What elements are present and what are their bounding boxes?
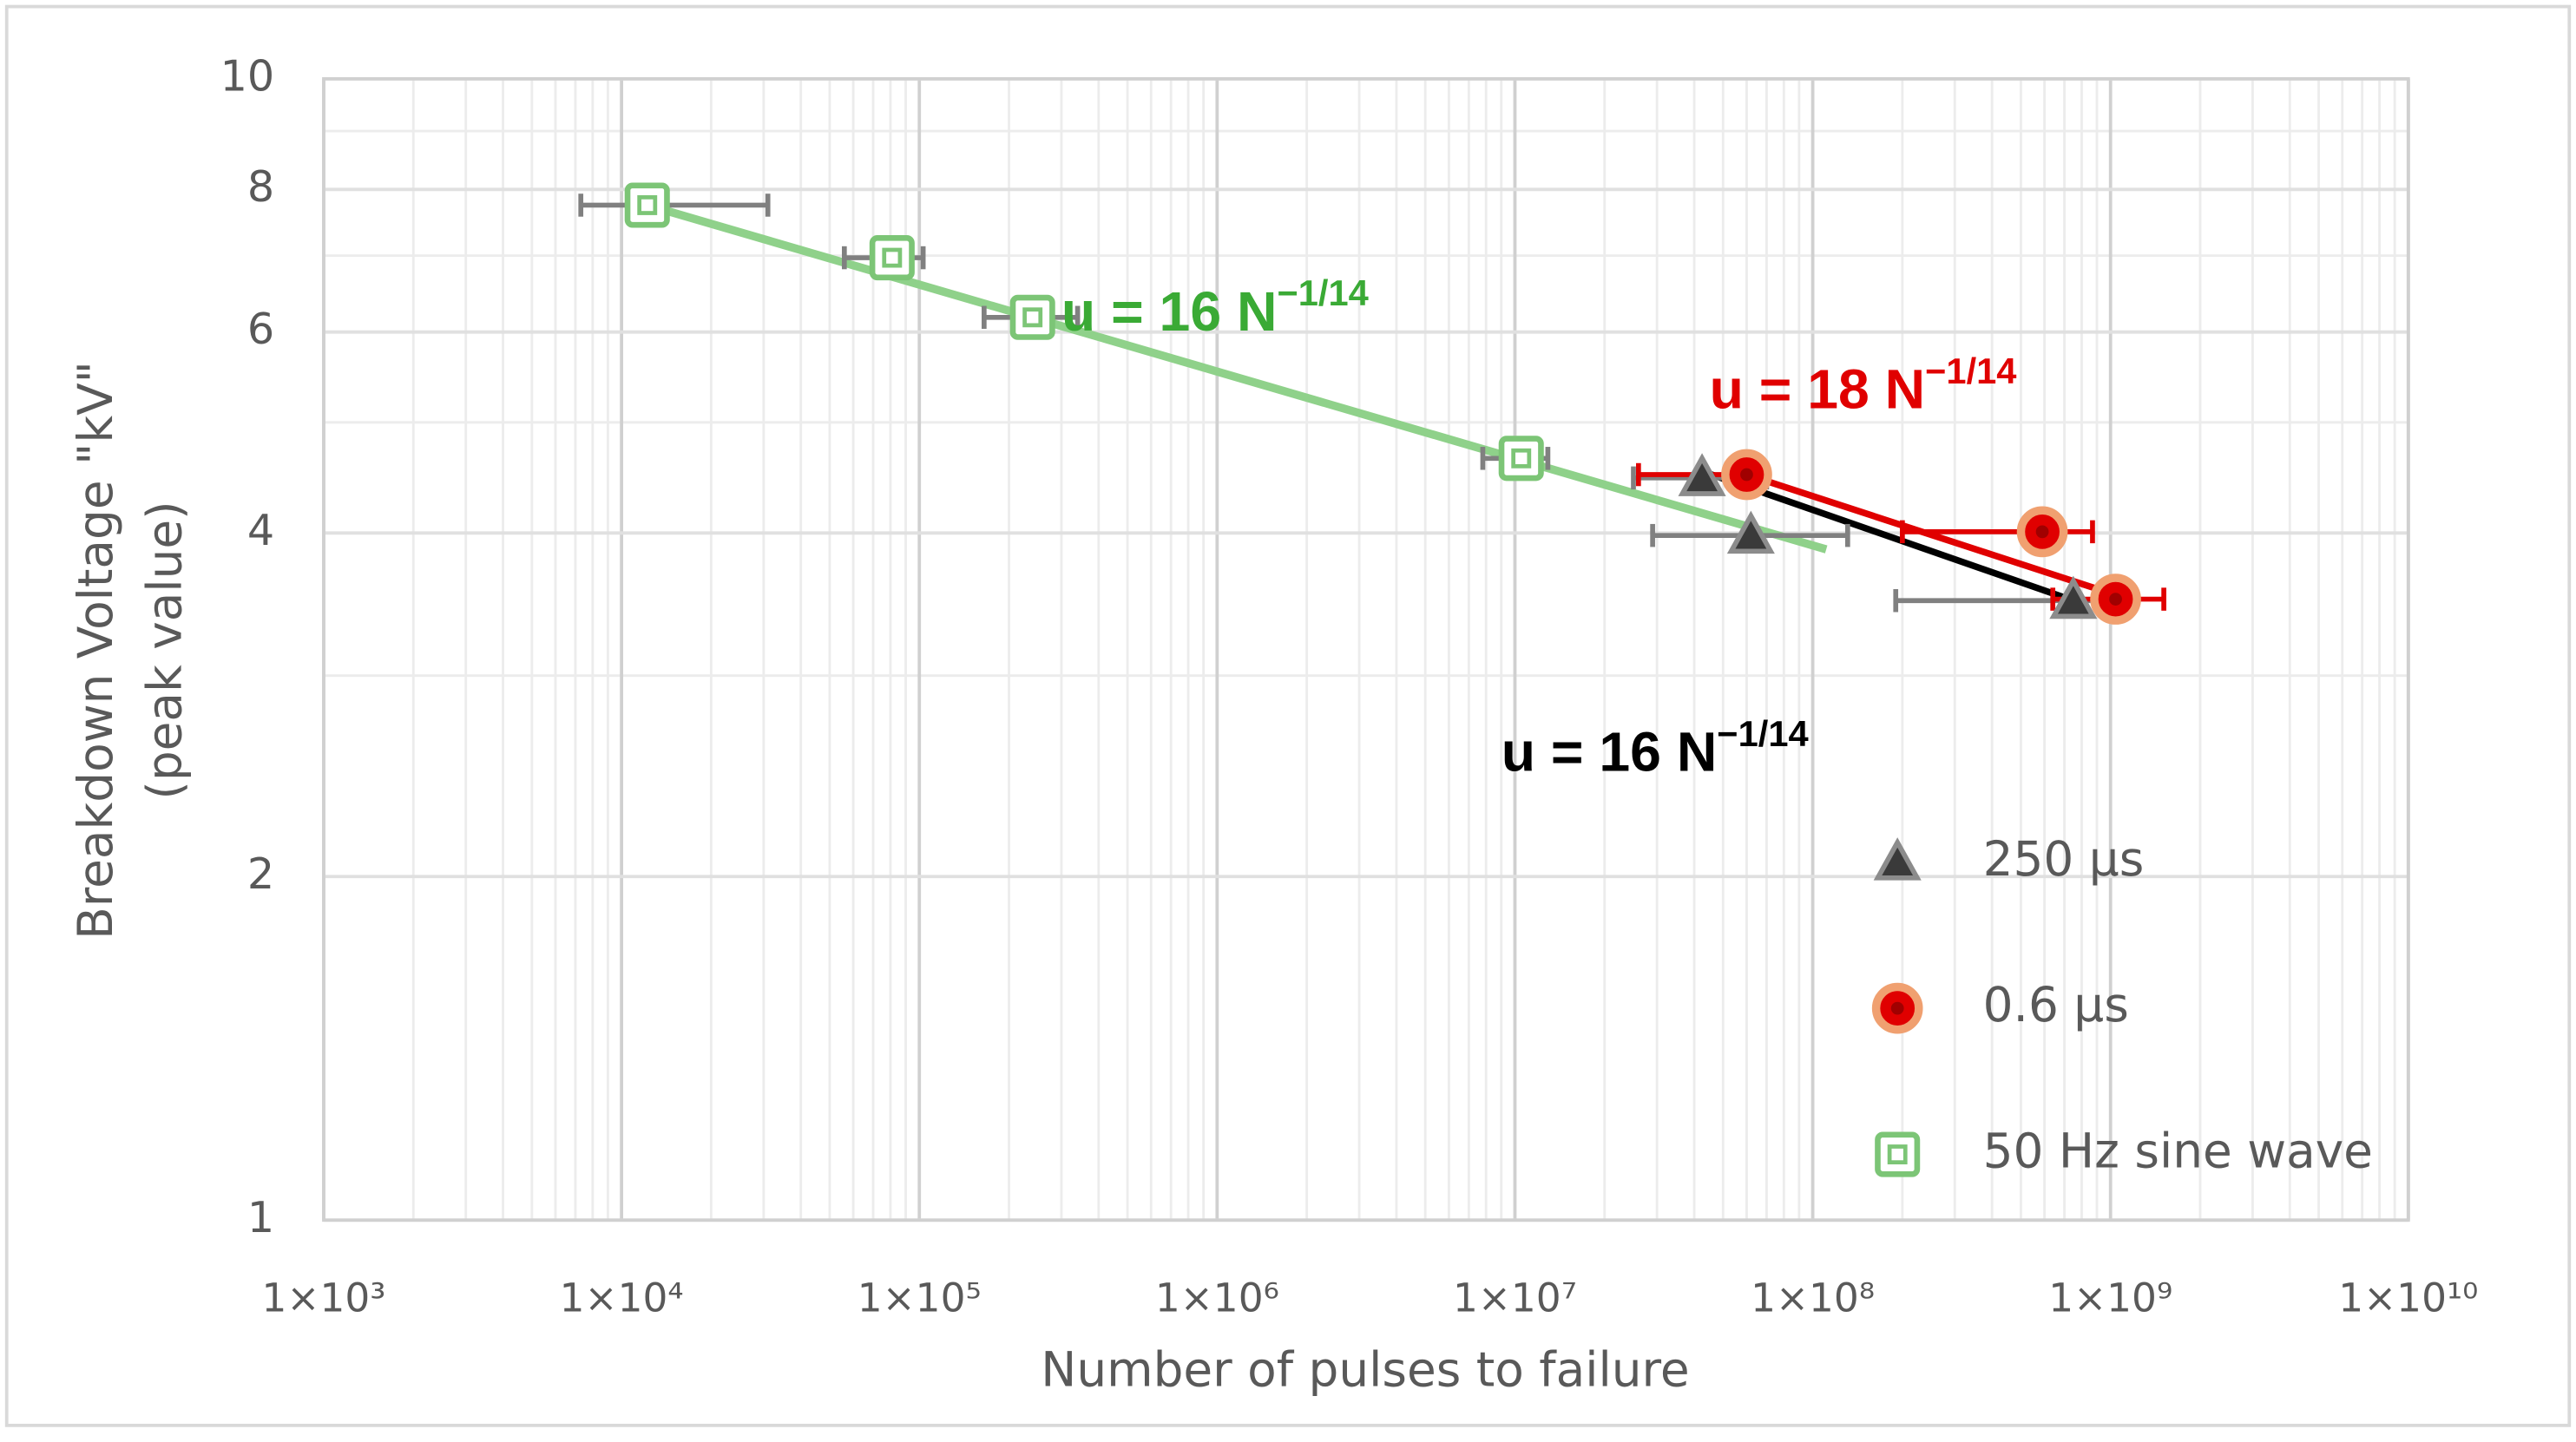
marker — [1871, 982, 1923, 1034]
x-tick-label: 1×10¹⁰ — [2338, 1275, 2478, 1321]
x-tick-label: 1×10⁸ — [1751, 1275, 1875, 1321]
grid — [322, 76, 2410, 1222]
marker — [1498, 436, 1544, 482]
marker-inner — [1511, 448, 1532, 469]
legend-label: 50 Hz sine wave — [1983, 1124, 2373, 1179]
y-axis-title: Breakdown Voltage "kV" — [68, 361, 123, 940]
marker — [1875, 1131, 1921, 1177]
fit-label: u = 18 N−1/14 — [1710, 351, 2017, 421]
legend-label: 0.6 µs — [1983, 977, 2129, 1032]
marker-square — [624, 182, 670, 228]
y-tick-label: 6 — [247, 304, 274, 354]
x-tick-label: 1×10⁴ — [560, 1275, 684, 1321]
marker-dot — [2109, 593, 2122, 606]
chart-border — [4, 4, 2572, 1427]
x-tick-label: 1×10⁵ — [858, 1275, 982, 1321]
y-tick-label: 1 — [247, 1192, 274, 1242]
fit-label-text: u = 18 N — [1710, 358, 1926, 421]
x-tick-label: 1×10⁶ — [1155, 1275, 1279, 1321]
marker — [869, 235, 915, 281]
marker-inner — [637, 195, 658, 215]
marker-square — [1009, 294, 1055, 340]
marker-square — [869, 235, 915, 281]
x-tick-label: 1×10³ — [262, 1275, 386, 1321]
y-axis-title: (peak value) — [136, 501, 192, 799]
fit-label: u = 16 N−1/14 — [1502, 713, 1809, 783]
marker-dot — [1890, 1001, 1904, 1015]
fit-label-exponent: −1/14 — [1717, 713, 1808, 754]
marker-inner — [1887, 1144, 1908, 1165]
y-tick-label: 8 — [247, 161, 274, 212]
marker-square — [1498, 436, 1544, 482]
marker-dot — [2035, 525, 2049, 539]
y-tick-label: 4 — [247, 505, 274, 555]
fit-label-text: u = 16 N — [1502, 720, 1718, 783]
x-axis-title: Number of pulses to failure — [1041, 1341, 1689, 1397]
marker — [624, 182, 670, 228]
fit-line — [1745, 471, 2117, 599]
fit-label-text: u = 16 N — [1061, 280, 1278, 343]
marker — [1726, 510, 1775, 554]
marker-dot — [1740, 468, 1753, 482]
plot-border — [322, 76, 2410, 1222]
marker — [1678, 453, 1726, 496]
marker — [2016, 506, 2068, 558]
marker — [1009, 294, 1055, 340]
marker — [1721, 449, 1772, 501]
x-tick-label: 1×10⁷ — [1453, 1275, 1577, 1321]
x-tick-label: 1×10⁹ — [2048, 1275, 2172, 1321]
y-tick-label: 2 — [247, 849, 274, 899]
error-bar — [578, 193, 771, 217]
marker — [2090, 574, 2141, 625]
fit-label: u = 16 N−1/14 — [1061, 272, 1369, 343]
fit-label-exponent: −1/14 — [1277, 272, 1368, 313]
marker-inner — [882, 247, 903, 268]
fit-label-exponent: −1/14 — [1925, 351, 2016, 391]
y-tick-label: 10 — [220, 50, 275, 101]
marker — [2049, 575, 2098, 619]
legend-label: 250 µs — [1983, 831, 2145, 887]
marker-square — [1875, 1131, 1921, 1177]
marker-inner — [1022, 307, 1043, 328]
marker — [1873, 837, 1922, 881]
